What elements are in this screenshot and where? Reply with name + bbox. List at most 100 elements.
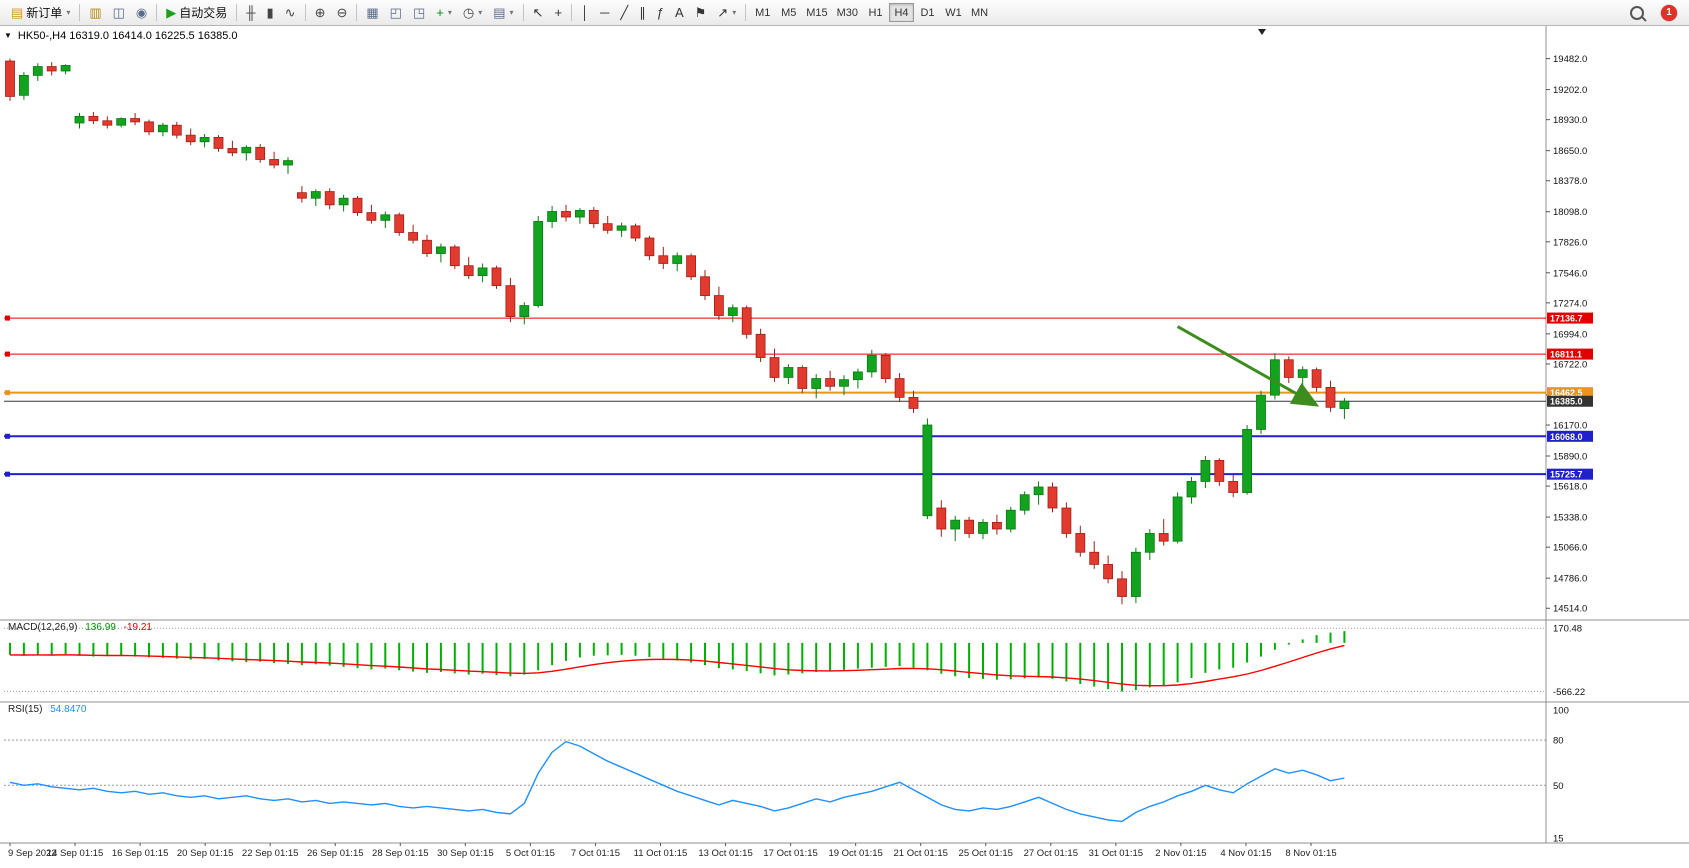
candle <box>880 354 891 379</box>
vertical-line-button[interactable]: │ <box>576 3 594 23</box>
tile-windows-icon: ▦ <box>366 5 379 20</box>
price-tick-label: 17274.0 <box>1553 298 1587 309</box>
candle <box>1214 460 1225 482</box>
trend-arrow-line[interactable] <box>1176 325 1320 407</box>
toolbar-separator <box>304 4 306 21</box>
toolbar-separator <box>79 4 81 21</box>
chart-title: HK50-,H4 16319.0 16414.0 16225.5 16385.0 <box>17 30 238 42</box>
new-order-button[interactable]: ▤ 新订单 ▾ <box>6 3 75 23</box>
candle <box>477 267 488 277</box>
level-line-handle[interactable] <box>5 433 10 439</box>
candle <box>575 209 585 218</box>
price-tick-label: 17826.0 <box>1553 237 1587 248</box>
chart-canvas[interactable]: 19482.0 19202.0 18930.0 18650.0 18378.0 18098… <box>0 26 1689 868</box>
horizontal-line-button[interactable]: ─ <box>595 3 614 23</box>
toolbar-separator <box>745 4 747 21</box>
candle <box>755 333 766 358</box>
timeframe-d1[interactable]: D1 <box>915 3 940 22</box>
level-line-handle[interactable] <box>5 351 10 357</box>
level-line-handle[interactable] <box>5 390 10 396</box>
candle <box>602 223 613 231</box>
bar-chart-button[interactable]: ╫ <box>241 3 260 23</box>
period-selector-button[interactable]: ◷ ▾ <box>458 3 487 23</box>
timeframe-w1[interactable]: W1 <box>941 3 966 22</box>
price-tag-label: 16068.0 <box>1550 432 1583 442</box>
rsi-name: RSI(15) <box>8 704 43 715</box>
chart-shift-marker[interactable] <box>1258 29 1266 35</box>
fibonacci-button[interactable]: ƒ <box>652 3 669 23</box>
candle <box>1117 578 1127 597</box>
navigator-button[interactable]: ◉ <box>131 3 152 23</box>
candle <box>74 115 85 124</box>
template-button[interactable]: ▤ ▾ <box>488 3 518 23</box>
crosshair-button[interactable]: + <box>549 3 567 23</box>
rsi-indicator-label: RSI(15) 54.8470 <box>8 704 86 715</box>
market-watch-icon: ▥ <box>89 5 102 20</box>
market-watch-button[interactable]: ▥ <box>84 3 106 23</box>
arrange-windows-button[interactable]: ◳ <box>408 3 430 23</box>
candlestick-chart-button[interactable]: ▮ <box>262 3 279 23</box>
timeframe-mn[interactable]: MN <box>967 3 992 22</box>
level-line-handle[interactable] <box>5 471 10 477</box>
candle <box>769 357 780 378</box>
label-tool-button[interactable]: ⚑ <box>690 3 712 23</box>
dropdown-caret-icon: ▾ <box>478 8 483 17</box>
timeframe-m15[interactable]: M15 <box>802 3 831 22</box>
candlestick-chart-icon: ▮ <box>266 5 274 20</box>
trendline-button[interactable]: ╱ <box>615 3 633 23</box>
candle <box>60 65 71 72</box>
price-tick-label: 16722.0 <box>1553 359 1587 370</box>
line-chart-button[interactable]: ∿ <box>280 3 301 23</box>
candle <box>1200 460 1211 482</box>
time-label: 2 Nov 01:15 <box>1155 848 1206 859</box>
text-tool-button[interactable]: A <box>670 3 689 23</box>
shapes-button[interactable]: ↗ ▾ <box>712 3 741 23</box>
search-button[interactable] <box>1625 3 1649 23</box>
data-window-button[interactable]: ◫ <box>108 3 130 23</box>
zoom-in-button[interactable]: ⊕ <box>310 3 331 23</box>
level-line-handle[interactable] <box>5 315 10 321</box>
candle <box>1242 429 1252 493</box>
timeframe-h4[interactable]: H4 <box>889 3 915 22</box>
one-click-collapse-arrow[interactable]: ▼ <box>4 31 12 40</box>
equidistant-channel-button[interactable]: ∥ <box>634 3 651 23</box>
timeframe-m5[interactable]: M5 <box>776 3 801 22</box>
chart-header: ▼ HK50-,H4 16319.0 16414.0 16225.5 16385… <box>4 30 238 42</box>
auto-trading-button[interactable]: ▶ 自动交易 <box>161 3 232 23</box>
candle <box>338 197 349 206</box>
time-label: 8 Nov 01:15 <box>1285 848 1336 859</box>
macd-scale-label: -566.22 <box>1553 687 1585 698</box>
cascade-windows-button[interactable]: ◰ <box>385 3 407 23</box>
candle <box>1325 387 1336 408</box>
cursor-button[interactable]: ↖ <box>528 3 549 23</box>
candle <box>130 118 141 123</box>
candle <box>310 191 321 199</box>
candle <box>46 66 57 72</box>
notification-badge[interactable]: 1 <box>1661 4 1677 21</box>
zoom-in-icon: ⊕ <box>314 5 326 20</box>
toolbar-separator <box>156 4 158 21</box>
time-label: 16 Sep 01:15 <box>112 848 169 859</box>
time-label: 31 Oct 01:15 <box>1089 848 1143 859</box>
rsi-scale-label: 80 <box>1553 736 1564 747</box>
timeframe-m1[interactable]: M1 <box>750 3 775 22</box>
price-tick-label: 16170.0 <box>1553 421 1587 432</box>
zoom-out-button[interactable]: ⊖ <box>331 3 352 23</box>
macd-signal-value: -19.21 <box>123 622 152 633</box>
candle <box>199 136 210 143</box>
add-indicator-icon: + <box>436 5 444 20</box>
main-toolbar: ▤ 新订单 ▾ ▥ ◫ ◉ ▶ 自动交易 ╫ ▮ ∿ ⊕ ⊖ ▦ ◰ ◳ + ▾ ◷ ▾ ▤ ▾ ↖ + │ ─ ╱ ∥ ƒ A ⚑ ↗ ▾ M1… <box>0 0 1689 26</box>
price-tag-label: 15725.7 <box>1550 470 1583 480</box>
time-label: 9 Sep 2022 <box>8 848 57 859</box>
timeframe-h1[interactable]: H1 <box>863 3 888 22</box>
price-tag-label: 16811.1 <box>1550 350 1582 360</box>
add-indicator-button[interactable]: + ▾ <box>431 3 457 23</box>
timeframe-m30[interactable]: M30 <box>833 3 862 22</box>
candle <box>449 246 460 267</box>
template-icon: ▤ <box>493 5 506 20</box>
candle <box>672 255 683 264</box>
tile-windows-button[interactable]: ▦ <box>361 3 383 23</box>
equidistant-channel-icon: ∥ <box>639 5 646 20</box>
candle <box>227 148 238 154</box>
candle <box>366 212 377 221</box>
